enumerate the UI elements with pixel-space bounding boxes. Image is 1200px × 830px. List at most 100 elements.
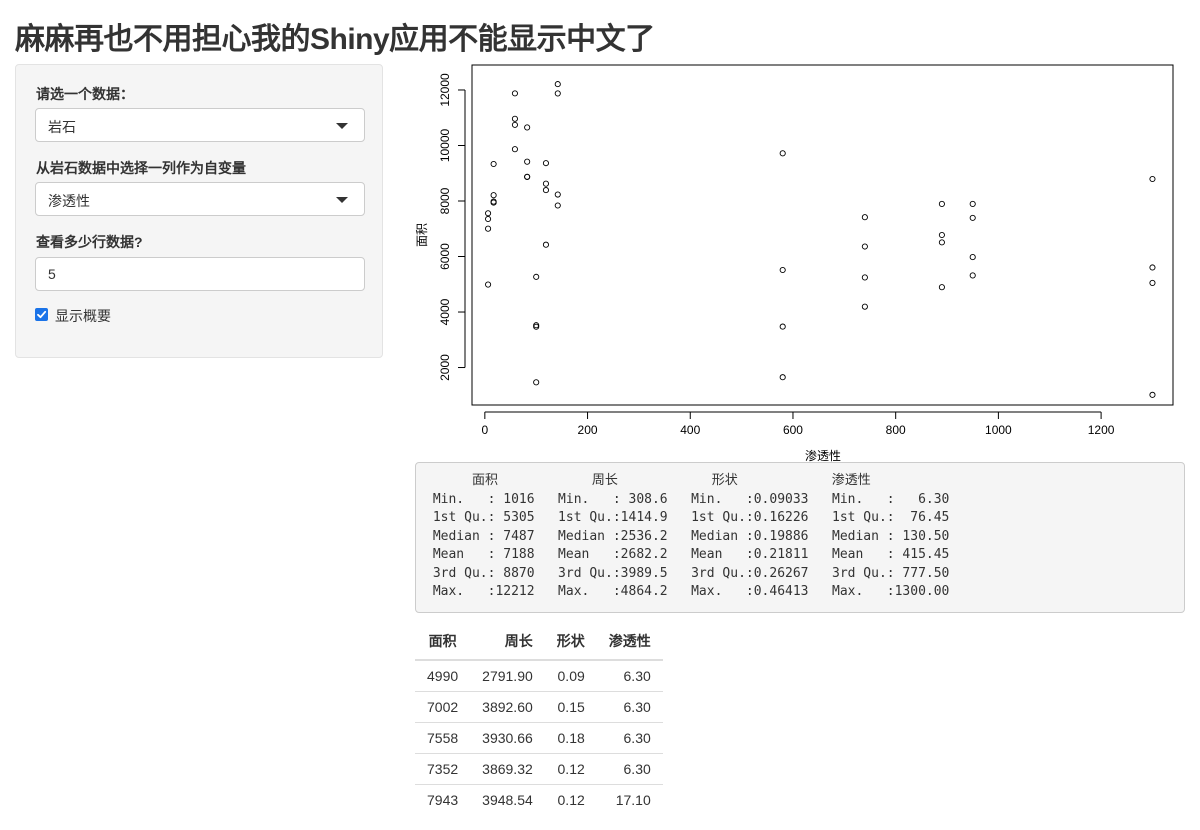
- data-point: [938, 239, 945, 246]
- table-row: 7352 3869.32 0.12 6.30: [415, 753, 663, 785]
- data-point: [485, 210, 492, 217]
- data-point: [969, 272, 976, 279]
- data-point: [490, 198, 497, 205]
- data-point: [969, 200, 976, 207]
- summary-checkbox[interactable]: [35, 308, 48, 321]
- data-point: [511, 90, 518, 97]
- table-header-row: 面积 周长 形状 渗透性: [415, 623, 663, 661]
- chevron-down-icon: [336, 197, 348, 203]
- table-cell: 2791.90: [470, 659, 545, 692]
- variable-label: 从岩石数据中选择一列作为自变量: [36, 160, 246, 176]
- y-tick-label: 10000: [438, 128, 452, 162]
- table-cell: 3948.54: [470, 784, 545, 815]
- x-axis-label: 渗透性: [805, 448, 841, 463]
- summary-line: 面积 周长 形状 渗透性: [425, 473, 918, 488]
- data-point: [1149, 175, 1156, 183]
- table-cell: 7558: [415, 722, 471, 754]
- data-point: [938, 284, 945, 291]
- table-cell: 17.10: [596, 784, 663, 815]
- table-cell: 0.09: [544, 659, 597, 692]
- x-tick-label: 0: [481, 423, 488, 437]
- x-tick-label: 1000: [985, 423, 1012, 437]
- table-cell: 7002: [415, 691, 471, 723]
- rows-label: 查看多少行数据?: [36, 234, 143, 250]
- y-axis: 2000 4000 6000 8000 10000 12000: [438, 73, 466, 381]
- data-point: [524, 158, 531, 165]
- data-point: [861, 243, 868, 250]
- scatter-plot: 0 200 400 600 800 1000 1200 2000 4000 6000 8000 10…: [415, 64, 1174, 463]
- data-point: [511, 146, 518, 153]
- table-row: 4990 2791.90 0.09 6.30: [415, 659, 663, 692]
- x-tick-label: 600: [783, 423, 803, 437]
- variable-select-value: 渗透性: [48, 193, 90, 209]
- table-row: 7943 3948.54 0.12 17.10: [415, 784, 663, 815]
- y-tick-label: 4000: [438, 298, 452, 325]
- data-point: [542, 241, 550, 248]
- sidebar-panel: 请选一个数据： 岩石 从岩石数据中选择一列作为自变量 渗透性 查看多少行数据? …: [15, 64, 383, 358]
- data-point: [542, 180, 550, 187]
- summary-output: 面积 周长 形状 渗透性 Min. : 1016 Min. : 308.6 Mi…: [415, 462, 1185, 613]
- x-tick-label: 400: [680, 423, 700, 437]
- summary-checkbox-label: 显示概要: [55, 308, 111, 324]
- table-header: 周长: [470, 623, 545, 661]
- data-point: [511, 115, 518, 122]
- data-table: 面积 周长 形状 渗透性 4990 2791.90 0.09 6.30 7002…: [415, 623, 663, 815]
- data-point: [861, 274, 868, 281]
- table-row: 7002 3892.60 0.15 6.30: [415, 691, 663, 723]
- table-header: 形状: [544, 623, 597, 661]
- table-row: 7558 3930.66 0.18 6.30: [415, 722, 663, 754]
- data-point: [554, 81, 561, 88]
- y-tick-label: 12000: [438, 73, 452, 107]
- summary-line: Max. :12212 Max. :4864.2 Max. :0.46413 M…: [425, 584, 966, 599]
- data-point: [861, 303, 868, 310]
- dataset-select[interactable]: 岩石: [35, 108, 365, 142]
- data-points: [485, 81, 1156, 398]
- data-point: [524, 173, 531, 180]
- page-title: 麻麻再也不用担心我的Shiny应用不能显示中文了: [15, 23, 655, 56]
- data-point: [969, 254, 976, 261]
- data-point: [938, 200, 945, 207]
- data-point: [533, 322, 540, 329]
- table-cell: 0.15: [544, 691, 597, 723]
- x-tick-label: 800: [886, 423, 906, 437]
- data-point: [542, 187, 550, 194]
- variable-select[interactable]: 渗透性: [35, 182, 365, 216]
- data-point: [1149, 279, 1156, 286]
- summary-line: Median : 7487 Median :2536.2 Median :0.1…: [425, 528, 966, 544]
- table-cell: 7943: [415, 784, 471, 815]
- table-header: 渗透性: [596, 623, 663, 661]
- data-point: [969, 214, 976, 221]
- data-point: [490, 160, 497, 168]
- data-point: [533, 379, 540, 386]
- y-tick-label: 8000: [438, 187, 452, 214]
- summary-line: Mean : 7188 Mean :2682.2 Mean :0.21811 M…: [425, 547, 966, 562]
- table-cell: 3892.60: [470, 691, 545, 723]
- data-point: [511, 121, 518, 128]
- checkmark-icon: [37, 310, 47, 319]
- data-point: [485, 281, 492, 288]
- x-axis: 0 200 400 600 800 1000 1200: [481, 411, 1115, 437]
- x-tick-label: 1200: [1088, 423, 1115, 437]
- summary-line: 1st Qu.: 5305 1st Qu.:1414.9 1st Qu.:0.1…: [425, 510, 966, 525]
- table-header: 面积: [415, 623, 471, 661]
- dataset-label: 请选一个数据：: [36, 86, 134, 102]
- table-cell: 6.30: [596, 722, 663, 754]
- data-point: [779, 374, 786, 381]
- table-cell: 0.12: [544, 784, 597, 815]
- data-point: [1149, 391, 1156, 398]
- data-point: [554, 202, 561, 209]
- chevron-down-icon: [336, 123, 348, 129]
- data-point: [779, 323, 786, 330]
- data-point: [485, 215, 492, 223]
- data-point: [779, 266, 786, 274]
- table-cell: 7352: [415, 753, 471, 785]
- table-cell: 6.30: [596, 691, 663, 723]
- data-point: [1149, 264, 1156, 271]
- data-point: [554, 90, 561, 97]
- table-cell: 6.30: [596, 659, 663, 692]
- rows-input[interactable]: [35, 257, 365, 291]
- data-point: [938, 231, 945, 239]
- table-cell: 0.12: [544, 753, 597, 785]
- table-cell: 0.18: [544, 722, 597, 754]
- dataset-select-value: 岩石: [48, 119, 76, 135]
